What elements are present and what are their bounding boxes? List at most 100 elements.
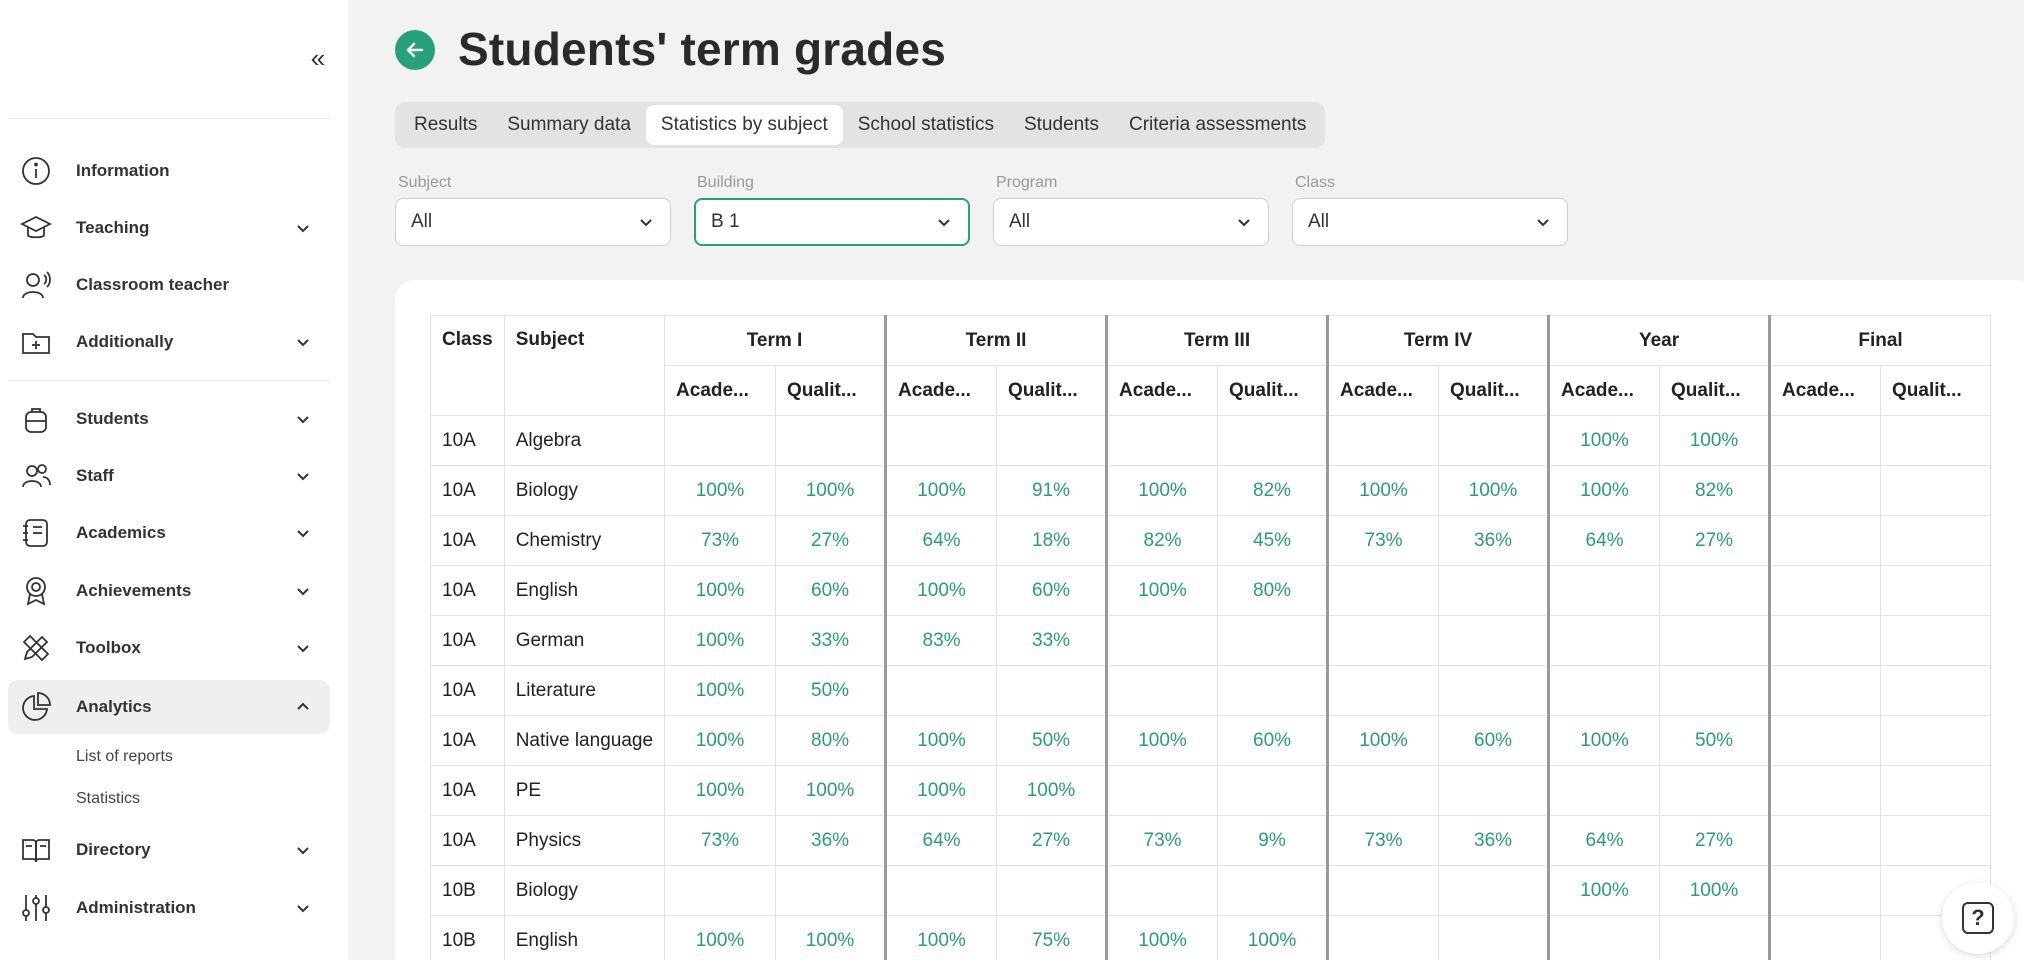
cell-value: 100% bbox=[1105, 715, 1219, 766]
column-subheader[interactable]: Acade... bbox=[1768, 365, 1882, 416]
column-subheader[interactable]: Qualit... bbox=[1880, 365, 1992, 416]
sidebar-item-directory[interactable]: Directory bbox=[8, 823, 330, 877]
people-icon bbox=[20, 460, 52, 492]
sidebar-item-administration[interactable]: Administration bbox=[8, 881, 330, 935]
cell-value bbox=[1880, 565, 1992, 616]
select-value: All bbox=[1009, 211, 1031, 232]
sidebar-item-information[interactable]: Information bbox=[8, 144, 330, 198]
cell-value bbox=[1438, 665, 1550, 716]
sidebar-item-teaching[interactable]: Teaching bbox=[8, 201, 330, 255]
cell-value bbox=[775, 415, 887, 466]
table-row: 10A Chemistry 73% 27% 64% 18% 82% 45% 73% 36% 64% 2… bbox=[430, 515, 1992, 566]
column-header-term: Year bbox=[1547, 315, 1771, 366]
tab-students[interactable]: Students bbox=[1023, 114, 1099, 135]
tab-school-statistics[interactable]: School statistics bbox=[857, 114, 994, 135]
double-chevron-left-icon[interactable]: « bbox=[310, 43, 326, 73]
sidebar-item-label: Classroom teacher bbox=[76, 275, 230, 294]
column-subheader[interactable]: Acade... bbox=[1105, 365, 1219, 416]
sidebar-item-label: Students bbox=[76, 409, 149, 428]
cell-value: 100% bbox=[775, 915, 887, 960]
chevron-up-icon bbox=[294, 698, 312, 716]
cell-value bbox=[1105, 665, 1219, 716]
program-select[interactable]: All bbox=[993, 198, 1269, 246]
table-row: 10B Biology 100% 100% bbox=[430, 865, 1992, 916]
cell-value: 36% bbox=[775, 815, 887, 866]
column-subheader[interactable]: Acade... bbox=[884, 365, 998, 416]
column-header-class[interactable]: Class bbox=[430, 315, 505, 416]
column-subheader[interactable]: Qualit... bbox=[1438, 365, 1550, 416]
cell-value: 100% bbox=[884, 765, 998, 816]
column-subheader[interactable]: Qualit... bbox=[775, 365, 887, 416]
chevron-down-icon bbox=[294, 467, 312, 485]
column-subheader[interactable]: Qualit... bbox=[996, 365, 1108, 416]
cell-value bbox=[1326, 665, 1440, 716]
cell-value bbox=[1217, 765, 1329, 816]
sidebar-subitem-list-of-reports[interactable]: List of reports bbox=[76, 748, 173, 765]
chevron-down-icon bbox=[1238, 219, 1250, 227]
back-button[interactable] bbox=[395, 30, 435, 70]
cell-value: 100% bbox=[664, 665, 777, 716]
cell-value bbox=[1880, 465, 1992, 516]
cell-value: 100% bbox=[664, 765, 777, 816]
cell-value bbox=[1768, 915, 1882, 960]
column-subheader[interactable]: Qualit... bbox=[1217, 365, 1329, 416]
select-value: All bbox=[1308, 211, 1330, 232]
cell-value: 27% bbox=[1659, 515, 1771, 566]
cell-value: 80% bbox=[1217, 565, 1329, 616]
cell-value bbox=[1659, 665, 1771, 716]
table-row: 10A Physics 73% 36% 64% 27% 73% 9% 73% 36% 64% 27% bbox=[430, 815, 1992, 866]
sidebar-item-additionally[interactable]: Additionally bbox=[8, 315, 330, 369]
column-subheader[interactable]: Acade... bbox=[1547, 365, 1661, 416]
building-select[interactable]: B 1 bbox=[694, 198, 970, 246]
cell-value: 100% bbox=[1105, 915, 1219, 960]
sidebar-item-academics[interactable]: Academics bbox=[8, 506, 330, 560]
table-row: 10B English 100% 100% 100% 75% 100% 100% bbox=[430, 915, 1992, 960]
cell-value bbox=[1768, 415, 1882, 466]
cell-class: 10A bbox=[430, 615, 505, 666]
tab-bar: Results Summary data Statistics by subje… bbox=[395, 102, 1326, 148]
cell-subject: Chemistry bbox=[503, 515, 666, 566]
column-subheader[interactable]: Acade... bbox=[664, 365, 777, 416]
column-header-subject[interactable]: Subject bbox=[503, 315, 666, 416]
column-header-term: Term III bbox=[1105, 315, 1329, 366]
cell-value: 60% bbox=[996, 565, 1108, 616]
column-subheader[interactable]: Qualit... bbox=[1659, 365, 1771, 416]
sidebar-item-staff[interactable]: Staff bbox=[8, 449, 330, 503]
cell-value bbox=[1326, 765, 1440, 816]
cell-value bbox=[1326, 565, 1440, 616]
cell-value: 100% bbox=[1547, 865, 1661, 916]
column-subheader[interactable]: Acade... bbox=[1326, 365, 1440, 416]
tab-criteria-assessments[interactable]: Criteria assessments bbox=[1128, 114, 1307, 135]
cell-value: 64% bbox=[884, 815, 998, 866]
cell-value: 91% bbox=[996, 465, 1108, 516]
cell-value: 100% bbox=[775, 765, 887, 816]
statistics-table: Class Subject Term I Term II Term III Te… bbox=[430, 315, 1992, 960]
subject-select[interactable]: All bbox=[395, 198, 671, 246]
sidebar-item-analytics[interactable]: Analytics bbox=[8, 680, 330, 734]
cell-value: 60% bbox=[1217, 715, 1329, 766]
table-row: 10A Biology 100% 100% 100% 91% 100% 82% 100% 100%… bbox=[430, 465, 1992, 516]
cell-value: 80% bbox=[775, 715, 887, 766]
class-select[interactable]: All bbox=[1292, 198, 1568, 246]
cell-value bbox=[1438, 865, 1550, 916]
cell-value: 64% bbox=[884, 515, 998, 566]
select-value: B 1 bbox=[711, 211, 740, 232]
sidebar-item-students[interactable]: Students bbox=[8, 392, 330, 446]
tab-statistics-by-subject[interactable]: Statistics by subject bbox=[645, 105, 843, 145]
table-row: 10A German 100% 33% 83% 33% bbox=[430, 615, 1992, 666]
cell-subject: English bbox=[503, 915, 666, 960]
column-header-term: Final bbox=[1768, 315, 1992, 366]
tab-results[interactable]: Results bbox=[414, 114, 478, 135]
sidebar-item-toolbox[interactable]: Toolbox bbox=[8, 621, 330, 675]
cell-value bbox=[884, 415, 998, 466]
tab-summary-data[interactable]: Summary data bbox=[507, 114, 631, 135]
book-open-icon bbox=[20, 834, 52, 866]
chevron-down-icon bbox=[294, 639, 312, 657]
cell-value bbox=[1880, 815, 1992, 866]
chevron-down-icon bbox=[294, 219, 312, 237]
sidebar-subitem-statistics[interactable]: Statistics bbox=[76, 790, 141, 807]
cell-value: 100% bbox=[664, 915, 777, 960]
help-button[interactable]: ? bbox=[1942, 882, 2014, 954]
sidebar-item-achievements[interactable]: Achievements bbox=[8, 564, 330, 618]
sidebar-item-classroom-teacher[interactable]: Classroom teacher bbox=[8, 258, 330, 312]
